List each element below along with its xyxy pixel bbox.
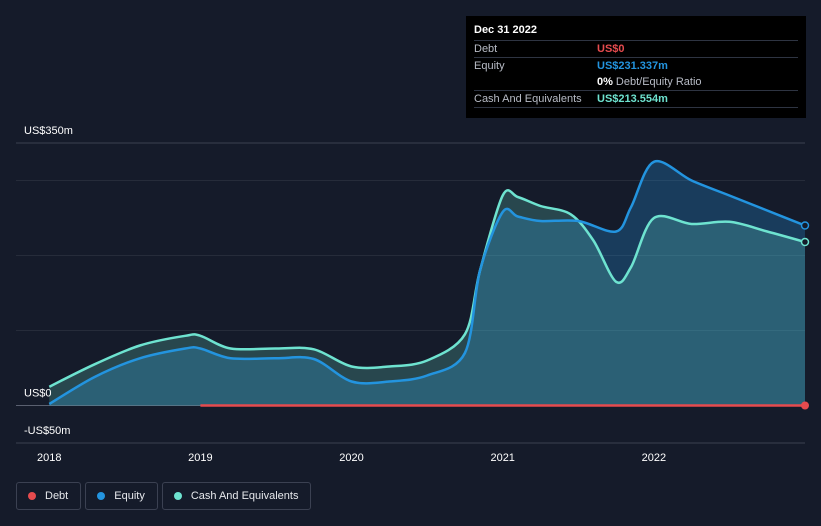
tooltip-debt-value: US$0 <box>597 43 625 55</box>
y-tick-label: US$350m <box>24 125 73 137</box>
x-tick-label: 2019 <box>188 452 212 464</box>
tooltip-row-ratio: 0% Debt/Equity Ratio <box>474 74 798 90</box>
y-axis-labels: US$350m US$0 -US$50m <box>24 125 73 437</box>
legend-equity-label: Equity <box>114 490 145 502</box>
cash-dot-icon <box>173 492 182 500</box>
tooltip-cash-value: US$213.554m <box>597 93 668 105</box>
tooltip-panel: Dec 31 2022 Debt US$0 Equity US$231.337m… <box>466 16 806 118</box>
tooltip-date: Dec 31 2022 <box>474 24 537 36</box>
legend-item-debt[interactable]: Debt <box>16 482 82 510</box>
debt-dot-icon <box>28 492 36 500</box>
debt-end-marker <box>801 401 809 410</box>
cash-end-marker <box>800 237 810 247</box>
cash-area <box>49 190 806 406</box>
x-tick-label: 2018 <box>37 452 61 464</box>
legend-debt-label: Debt <box>45 490 69 502</box>
tooltip-equity-label: Equity <box>474 60 505 72</box>
tooltip-row-cash: Cash And Equivalents US$213.554m <box>474 90 798 107</box>
tooltip-debt-label: Debt <box>474 43 498 55</box>
y-tick-label: US$0 <box>24 388 52 400</box>
tooltip-ratio-label: Debt/Equity Ratio <box>615 76 702 88</box>
y-tick-label: -US$50m <box>24 425 70 437</box>
legend-item-equity[interactable]: Equity <box>85 482 158 510</box>
chart-areas <box>49 161 806 406</box>
tooltip-ratio-value: 0% <box>597 76 613 88</box>
x-tick-label: 2021 <box>490 452 514 464</box>
equity-dot-icon <box>97 492 106 500</box>
tooltip-equity-value: US$231.337m <box>597 60 668 72</box>
legend: Debt Equity Cash And Equivalents <box>16 482 312 510</box>
tooltip-cash-label: Cash And Equivalents <box>474 93 582 105</box>
x-tick-label: 2022 <box>642 452 666 464</box>
equity-end-marker <box>800 221 810 230</box>
tooltip-bottom-divider <box>474 107 798 124</box>
x-tick-label: 2020 <box>339 452 363 464</box>
equity-area <box>49 161 806 406</box>
tooltip-row-debt: Debt US$0 <box>474 40 798 57</box>
legend-item-cash[interactable]: Cash And Equivalents <box>161 482 312 510</box>
legend-cash-label: Cash And Equivalents <box>190 490 299 502</box>
tooltip-row-equity: Equity US$231.337m <box>474 57 798 74</box>
x-axis-labels: 2018 2019 2020 2021 2022 <box>37 452 666 464</box>
equity-line <box>48 159 806 406</box>
chart-lines <box>48 159 810 410</box>
